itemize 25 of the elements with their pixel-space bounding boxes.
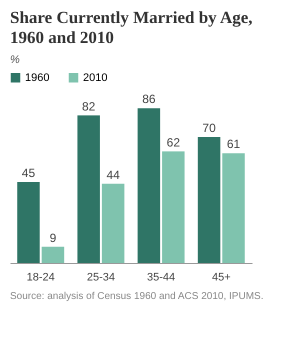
- bar: [17, 182, 40, 263]
- data-label: 86: [142, 92, 156, 106]
- data-label: 82: [82, 99, 96, 114]
- source-note: Source: analysis of Census 1960 and ACS 2010, IPUMS.: [10, 290, 264, 303]
- data-label: 70: [202, 121, 216, 135]
- bar: [77, 115, 100, 263]
- bar: [138, 108, 160, 263]
- chart-title: Share Currently Married by Age, 1960 and 2010: [10, 8, 254, 48]
- bar: [222, 153, 245, 263]
- chart-subtitle: %: [10, 54, 21, 66]
- data-label: 62: [166, 135, 180, 150]
- x-tick-label: 18-24: [26, 272, 55, 284]
- legend-label: 1960: [25, 72, 50, 84]
- x-tick-label: 45+: [212, 272, 231, 284]
- bar: [162, 151, 185, 263]
- data-label: 44: [106, 168, 120, 182]
- data-label: 9: [50, 230, 57, 245]
- bar: [198, 137, 220, 263]
- data-label: 61: [226, 137, 241, 152]
- bar: [42, 246, 64, 263]
- legend-label: 2010: [83, 72, 108, 84]
- x-tick-label: 35-44: [147, 272, 176, 284]
- x-tick-label: 25-34: [86, 272, 115, 284]
- data-label: 45: [22, 166, 36, 180]
- bar: [102, 184, 124, 263]
